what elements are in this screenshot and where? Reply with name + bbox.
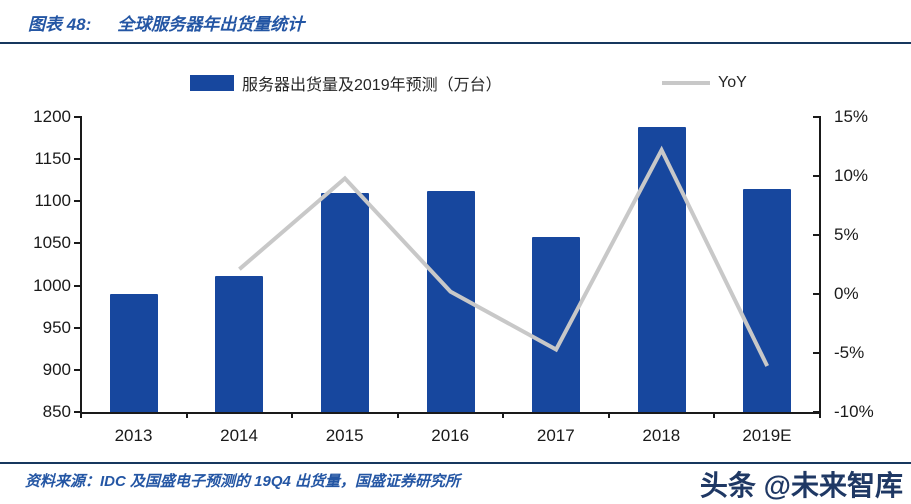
left-y-axis (80, 116, 82, 413)
bar-2013 (109, 294, 158, 412)
x-axis-tick (713, 412, 716, 418)
left-axis-tick-label: 1050 (33, 233, 71, 253)
chart-area: 1200 1150 1100 1050 1000 950 900 850 15% 10% 5% 0% -… (0, 100, 911, 460)
chart-title: 全球服务器年出货量统计 (117, 15, 305, 34)
x-axis-label-2014: 2014 (220, 426, 258, 445)
right-axis-tick (813, 293, 820, 295)
header-divider-line (0, 42, 911, 44)
left-axis-tick-label: 950 (42, 317, 71, 337)
right-axis-tick (813, 175, 820, 177)
bar-2018 (637, 127, 686, 412)
right-axis-tick-label: -5% (834, 343, 865, 362)
left-axis-tick (74, 368, 81, 371)
right-axis-tick-label: 10% (834, 166, 869, 185)
bar-2015 (320, 192, 369, 412)
right-axis-tick (813, 116, 820, 118)
left-axis-tick (74, 200, 81, 203)
x-axis-label-2016: 2016 (431, 426, 470, 445)
yoy-line-chart (238, 145, 769, 367)
left-axis-tick-label: 1150 (34, 149, 71, 169)
right-y-axis (819, 116, 821, 413)
left-axis-tick (74, 326, 81, 329)
yoy-line (238, 145, 769, 367)
left-axis-tick (74, 158, 81, 161)
figure-label: 图表 48: (28, 15, 92, 34)
x-axis (80, 412, 821, 414)
bar-series-swatch (190, 75, 234, 91)
chart-legend: 服务器出货量及2019年预测（万台） YoY (0, 68, 911, 98)
footer-divider-line (0, 462, 911, 464)
x-axis-tick (502, 412, 505, 418)
legend-item-shipments: 服务器出货量及2019年预测（万台） (190, 68, 502, 98)
watermark-text: 头条 @未来智库 (699, 470, 903, 501)
right-axis-tick (813, 234, 820, 236)
right-axis-tick (813, 411, 820, 413)
left-axis-tick (74, 411, 81, 413)
x-axis-tick (185, 412, 188, 418)
x-axis-tick (80, 412, 82, 418)
right-axis-tick-label: -10% (834, 402, 874, 421)
x-axis-label-2015: 2015 (325, 426, 364, 445)
left-axis-tick-label: 1100 (34, 191, 71, 211)
right-axis-tick (813, 352, 820, 354)
line-series-swatch (662, 81, 710, 85)
x-axis-label-2019E: 2019E (742, 426, 792, 445)
left-axis-tick-label: 1200 (33, 107, 71, 126)
right-axis-tick-label: 5% (834, 225, 859, 244)
legend-item-yoy: YoY (662, 68, 747, 98)
right-axis-tick-label: 0% (834, 284, 859, 303)
x-axis-tick (607, 412, 610, 418)
line-series-label: YoY (718, 74, 747, 91)
left-axis-tick-label: 850 (42, 402, 71, 421)
left-axis-tick (74, 242, 81, 245)
left-axis-tick (74, 116, 81, 118)
x-axis-label-2017: 2017 (536, 426, 575, 445)
left-axis-tick-label: 1000 (33, 275, 71, 295)
x-axis-label-2013: 2013 (114, 426, 153, 445)
x-axis-tick (396, 412, 399, 418)
left-axis-tick (74, 284, 81, 287)
right-axis-tick-label: 15% (834, 107, 869, 126)
plot-region (81, 117, 820, 412)
bar-series-label: 服务器出货量及2019年预测（万台） (242, 77, 502, 94)
bar-2019E (743, 188, 792, 412)
bar-2017 (532, 236, 581, 412)
left-axis-tick-label: 900 (42, 359, 71, 379)
bar-2014 (215, 276, 264, 412)
x-axis-label-2018: 2018 (642, 426, 681, 445)
figure-header: 图表 48: 全球服务器年出货量统计 (28, 10, 304, 35)
x-axis-tick (291, 412, 294, 418)
source-note: 资料来源：IDC 及国盛电子预测的 19Q4 出货量，国盛证券研究所 (25, 473, 461, 490)
x-axis-tick (819, 412, 821, 418)
